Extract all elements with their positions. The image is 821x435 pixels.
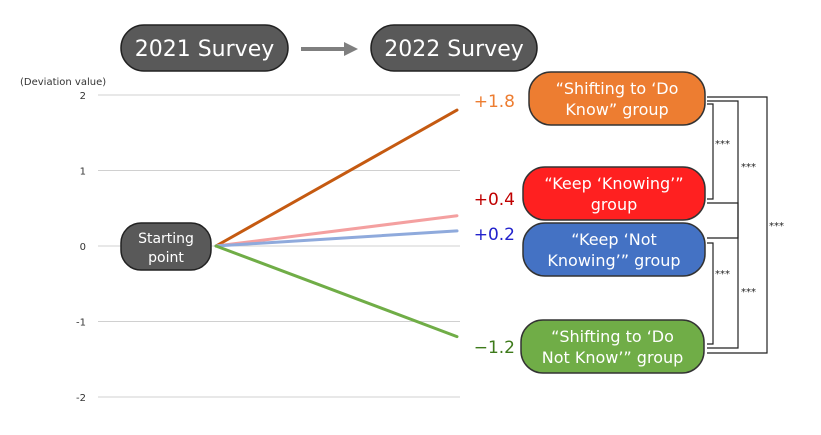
y-tick-label: -2 xyxy=(76,393,86,404)
group-box-pill xyxy=(528,71,706,126)
group-box: “Keep ‘Knowing’” group xyxy=(522,166,706,221)
group-box-label: “Keep ‘Not xyxy=(571,230,657,249)
group-box: “Shifting to ‘Do Know” group xyxy=(528,71,706,126)
series-line xyxy=(214,229,459,248)
group-box-pill xyxy=(520,319,705,374)
y-tick-label: 1 xyxy=(80,167,86,178)
starting-point-pill xyxy=(120,222,212,271)
significance-bracket xyxy=(707,242,714,345)
value-label: +1.8 xyxy=(474,92,515,112)
y-tick-label: 2 xyxy=(80,91,86,102)
y-tick-labels: 2 1 0 -1 -2 xyxy=(76,91,86,404)
significance-label: *** xyxy=(769,221,784,232)
series-line xyxy=(214,108,459,248)
significance-label: *** xyxy=(715,269,730,280)
significance-bracket xyxy=(707,100,739,239)
significance-bracket xyxy=(707,96,768,354)
significance-bracket xyxy=(707,202,739,349)
survey-2022-label: 2022 Survey xyxy=(384,37,524,62)
significance-bracket xyxy=(707,103,714,200)
header-arrow xyxy=(301,42,358,56)
significance-label: *** xyxy=(741,162,756,173)
survey-2021-label: 2021 Survey xyxy=(135,37,275,62)
series-line xyxy=(214,214,459,248)
group-box-label: Knowing’” group xyxy=(547,251,680,270)
group-box-label: “Shifting to ‘Do xyxy=(556,79,679,98)
header-to: 2022 Survey xyxy=(370,24,538,72)
starting-point: Starting point xyxy=(120,222,212,271)
starting-point-line-1: Starting xyxy=(138,231,194,247)
group-box: “Keep ‘Not Knowing’” group xyxy=(522,222,706,277)
group-box-label: “Keep ‘Knowing’” xyxy=(544,174,683,193)
group-box: “Shifting to ‘Do Not Know’” group xyxy=(520,319,705,374)
starting-point-line-2: point xyxy=(148,250,184,266)
value-label: −1.2 xyxy=(474,338,515,358)
y-tick-label: -1 xyxy=(76,318,86,329)
group-box-pill xyxy=(522,222,706,277)
survey-2021-pill xyxy=(120,24,289,72)
series-lines xyxy=(214,108,459,339)
significance-brackets: *** *** *** *** *** xyxy=(707,96,784,354)
series-line xyxy=(214,244,459,339)
group-box-label: Not Know’” group xyxy=(542,348,684,367)
significance-label: *** xyxy=(715,139,730,150)
value-labels: +1.8 +0.4 +0.2 −1.2 xyxy=(474,92,515,358)
value-label: +0.4 xyxy=(474,190,515,210)
arrow-head-icon xyxy=(344,42,358,56)
group-box-label: group xyxy=(591,195,637,214)
group-box-label: “Shifting to ‘Do xyxy=(551,327,674,346)
header-from: 2021 Survey xyxy=(120,24,289,72)
group-box-pill xyxy=(522,166,706,221)
y-axis-label: (Deviation value) xyxy=(20,77,106,88)
value-label: +0.2 xyxy=(474,225,515,245)
significance-label: *** xyxy=(741,287,756,298)
y-tick-label: 0 xyxy=(80,242,86,253)
group-box-label: Know” group xyxy=(565,100,668,119)
survey-2022-pill xyxy=(370,24,538,72)
group-boxes: “Shifting to ‘Do Know” group “Keep ‘Knowin… xyxy=(520,71,706,374)
